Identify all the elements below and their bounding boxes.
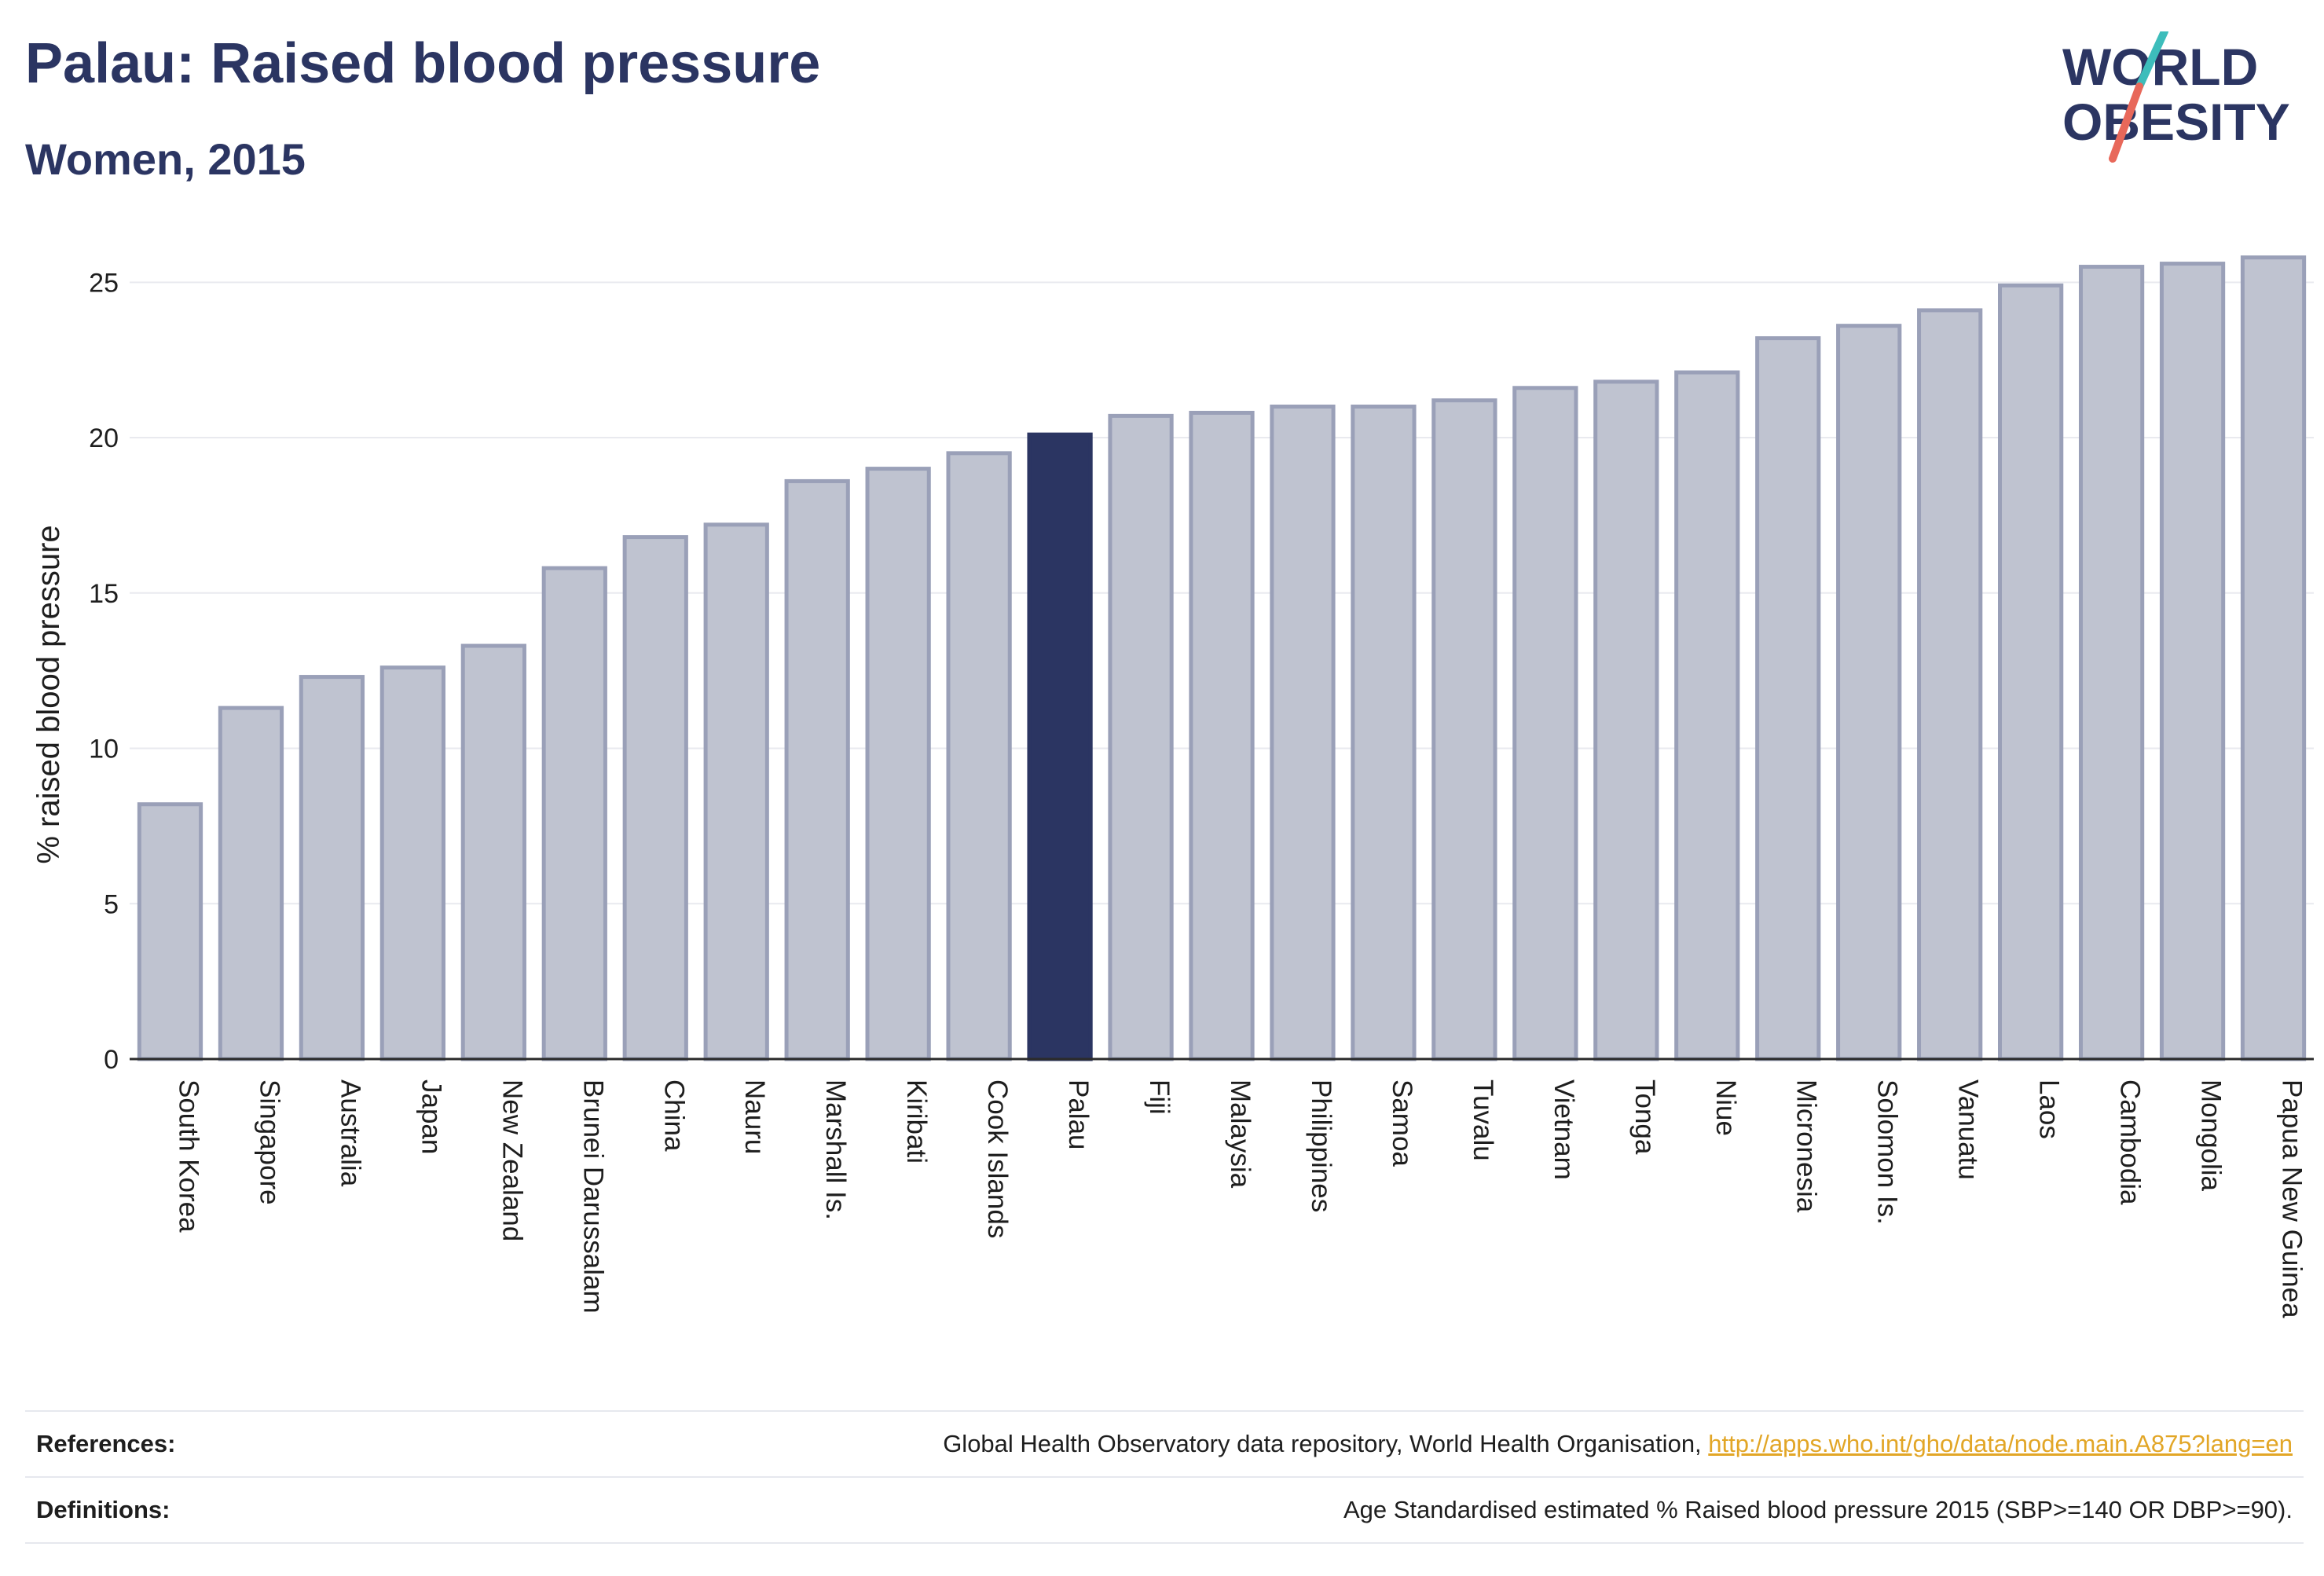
x-tick-label: Marshall Is. xyxy=(820,1079,851,1220)
x-tick-label: Laos xyxy=(2034,1079,2065,1139)
logo-slash-top xyxy=(2135,31,2168,90)
world-obesity-logo: WORLD OBESITY xyxy=(2062,31,2290,163)
y-axis-label: % raised blood pressure xyxy=(31,525,66,863)
references-row: References: Global Health Observatory da… xyxy=(25,1410,2304,1476)
definitions-row: Definitions: Age Standardised estimated … xyxy=(25,1476,2304,1544)
x-tick-label: Vietnam xyxy=(1549,1079,1579,1180)
bar-singapore xyxy=(218,706,284,1061)
references-text: Global Health Observatory data repositor… xyxy=(943,1430,1709,1457)
chart-subtitle: Women, 2015 xyxy=(25,134,306,184)
y-tick-label: 15 xyxy=(89,579,119,609)
x-tick-label: Cook Islands xyxy=(982,1079,1013,1238)
x-tick-label: Niue xyxy=(1710,1079,1741,1136)
x-tick-label: Philippines xyxy=(1306,1079,1336,1212)
bar-palau xyxy=(1027,432,1093,1061)
x-tick-label: Micronesia xyxy=(1791,1079,1822,1213)
bar-cook-islands xyxy=(946,451,1012,1061)
bar-south-korea xyxy=(137,802,203,1061)
bar-philippines xyxy=(1270,405,1336,1061)
bar-laos xyxy=(1998,283,2064,1061)
y-tick-label: 0 xyxy=(104,1045,119,1075)
x-tick-label: China xyxy=(658,1079,689,1152)
x-tick-label: Tuvalu xyxy=(1468,1079,1498,1161)
x-tick-label: Solomon Is. xyxy=(1872,1079,1903,1225)
x-tick-label: Brunei Darussalam xyxy=(577,1079,608,1314)
logo-slash-bottom xyxy=(2109,82,2143,163)
logo-text-obesity: OBESITY xyxy=(2062,93,2290,151)
bar-fiji xyxy=(1108,413,1174,1061)
x-tick-label: Cambodia xyxy=(2115,1079,2146,1205)
bar-micronesia xyxy=(1755,336,1821,1061)
bar-nauru xyxy=(703,522,769,1061)
bar-cambodia xyxy=(2078,265,2145,1061)
bar-vietnam xyxy=(1512,386,1578,1061)
bar-vanuatu xyxy=(1917,308,1983,1061)
x-tick-label: Nauru xyxy=(739,1079,770,1154)
bar-samoa xyxy=(1351,405,1417,1061)
y-tick-label: 10 xyxy=(89,735,119,764)
references-label: References: xyxy=(36,1430,176,1457)
x-tick-label: Australia xyxy=(335,1079,365,1187)
x-tick-label: New Zealand xyxy=(497,1079,527,1241)
x-tick-label: Kiribati xyxy=(901,1079,932,1164)
x-tick-label: Papua New Guinea xyxy=(2277,1079,2308,1318)
x-tick-label: Tonga xyxy=(1629,1079,1660,1155)
definitions-text: Age Standardised estimated % Raised bloo… xyxy=(1343,1496,2293,1523)
bar-new-zealand xyxy=(460,643,526,1061)
bar-marshall-is xyxy=(784,478,850,1061)
definitions-label: Definitions: xyxy=(36,1496,170,1523)
bar-kiribati xyxy=(865,467,931,1061)
bar-china xyxy=(622,535,688,1061)
bar-tonga xyxy=(1593,379,1659,1061)
x-tick-label: Mongolia xyxy=(2196,1079,2227,1192)
bars xyxy=(137,255,2307,1061)
bar-tuvalu xyxy=(1431,398,1497,1061)
x-tick-label: South Korea xyxy=(173,1079,203,1233)
bar-mongolia xyxy=(2159,262,2226,1061)
y-tick-label: 5 xyxy=(104,889,119,919)
references-value: Global Health Observatory data repositor… xyxy=(943,1430,2304,1458)
y-axis-ticks: 0 5 10 15 20 25 xyxy=(89,268,119,1075)
x-tick-label: Japan xyxy=(416,1079,446,1154)
y-tick-label: 20 xyxy=(89,423,119,453)
bar-brunei-darussalam xyxy=(541,566,607,1061)
x-tick-label: Palau xyxy=(1063,1079,1094,1150)
x-axis-ticks: South Korea Singapore Australia Japan New Ze… xyxy=(173,1079,2307,1318)
bar-papua-new-guinea xyxy=(2240,255,2307,1061)
bar-niue xyxy=(1674,370,1740,1061)
x-tick-label: Fiji xyxy=(1144,1079,1175,1115)
references-link[interactable]: http://apps.who.int/gho/data/node.main.A… xyxy=(1708,1430,2293,1457)
bar-japan xyxy=(379,665,445,1061)
x-tick-label: Vanuatu xyxy=(1953,1079,1984,1180)
bar-australia xyxy=(299,675,365,1061)
bar-chart: 0 5 10 15 20 25 South Korea Singapore Australia… xyxy=(31,255,2314,1318)
bar-solomon-is xyxy=(1836,324,1902,1061)
x-tick-label: Singapore xyxy=(254,1079,284,1205)
chart-title: Palau: Raised blood pressure xyxy=(25,32,821,95)
x-tick-label: Samoa xyxy=(1387,1079,1417,1167)
bar-malaysia xyxy=(1189,410,1255,1061)
x-tick-label: Malaysia xyxy=(1225,1079,1255,1189)
y-tick-label: 25 xyxy=(89,268,119,298)
